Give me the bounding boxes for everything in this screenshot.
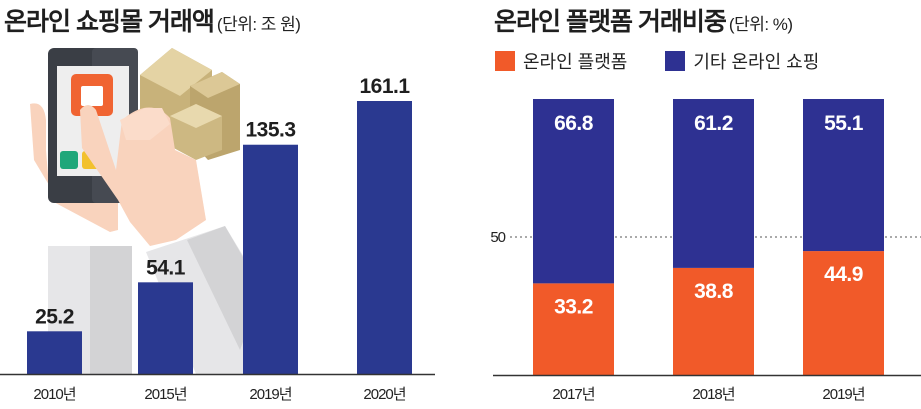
sleeve-left-dark [90,246,132,374]
box-back-top [140,48,212,96]
segment-value-label: 55.1 [824,112,864,135]
bar-value-label: 25.2 [35,305,74,328]
bar-value-label: 161.1 [359,75,410,98]
left-chart-title-text: 온라인 쇼핑몰 거래액 [4,8,215,36]
right-chart: 50 33.2 66.8 2017년 38.8 61.2 2018년 44.9 55.1 2019… [490,99,921,403]
box-right-top [190,72,240,98]
bar-other-online-shopping-2019년 [803,99,884,252]
left-chart: 25.2 2010년 54.1 2015년 135.3 2019년 161.1 2020년 [0,75,435,403]
bar-value-label: 54.1 [146,256,186,279]
x-tick-label: 2020년 [363,386,405,403]
x-tick-label: 2019년 [822,386,864,403]
left-chart-unit: (단위: 조 원) [216,15,301,34]
legend-swatch-blue [665,51,686,71]
globe-app-icon [60,151,78,169]
hand-pointing [80,105,206,246]
segment-value-label: 38.8 [694,280,734,303]
x-tick-label: 2010년 [33,386,75,403]
bar-2019년 [243,144,298,374]
bar-other-online-shopping-2018년 [673,99,754,268]
bar-online-platform-2018년 [673,267,754,375]
bar-2010년 [27,331,82,374]
right-chart-legend: 온라인 플랫폼 기타 온라인 쇼핑 [495,48,857,74]
x-tick-label: 2019년 [249,386,291,403]
segment-value-label: 61.2 [694,112,733,135]
segment-value-label: 44.9 [824,263,863,286]
bar-2020년 [357,101,412,374]
bar-other-online-shopping-2017년 [533,99,614,284]
segment-value-label: 66.8 [554,112,594,135]
right-chart-unit: (단위: %) [728,15,793,34]
right-chart-title: 온라인 플랫폼 거래비중 (단위: %) [494,2,793,38]
box-front-top [170,104,222,128]
legend-label: 온라인 플랫폼 [523,52,628,72]
right-chart-title-text: 온라인 플랫폼 거래비중 [494,8,727,36]
bar-value-label: 135.3 [245,119,295,142]
shopping-illustration [30,48,270,374]
legend-item-other-online-shopping: 기타 온라인 쇼핑 [665,48,819,74]
bar-online-platform-2017년 [533,283,614,375]
legend-label: 기타 온라인 쇼핑 [693,52,820,72]
segment-value-label: 33.2 [554,295,593,318]
shopping-bag-icon [81,86,103,106]
hand-knuckles [120,108,170,140]
x-tick-label: 2015년 [144,386,186,403]
x-tick-label: 2018년 [692,386,734,403]
bar-online-platform-2019년 [803,251,884,375]
y-tick-label: 50 [490,229,505,246]
left-chart-title: 온라인 쇼핑몰 거래액 (단위: 조 원) [4,2,301,38]
x-tick-label: 2017년 [552,386,594,403]
legend-swatch-orange [495,51,515,71]
bar-2015년 [138,282,193,374]
legend-item-online-platform: 온라인 플랫폼 [495,48,627,74]
